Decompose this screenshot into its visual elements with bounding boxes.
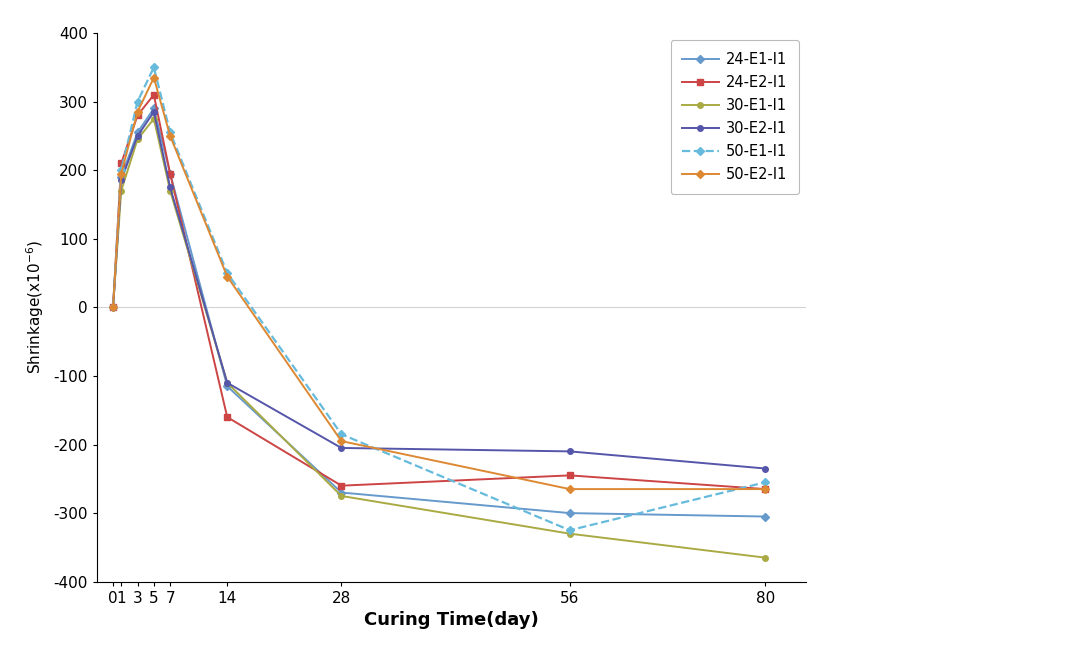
50-E1-I1: [115, 167, 128, 175]
24-E1-I1: [106, 303, 119, 311]
50-E1-I1: [220, 269, 233, 277]
24-E1-I1: [220, 382, 233, 390]
Legend: 24-E1-I1, 24-E2-I1, 30-E1-I1, 30-E2-I1, 50-E1-I1, 50-E2-I1: 24-E1-I1, 24-E2-I1, 30-E1-I1, 30-E2-I1, …: [671, 40, 799, 194]
24-E2-I1: [563, 471, 576, 479]
30-E1-I1: [115, 187, 128, 195]
50-E2-I1: [147, 73, 160, 81]
50-E2-I1: [335, 437, 348, 445]
Line: 30-E2-I1: 30-E2-I1: [111, 109, 769, 471]
24-E1-I1: [147, 104, 160, 112]
50-E2-I1: [131, 108, 144, 116]
Line: 24-E2-I1: 24-E2-I1: [111, 92, 769, 492]
50-E1-I1: [759, 479, 772, 486]
50-E1-I1: [335, 430, 348, 438]
Line: 30-E1-I1: 30-E1-I1: [111, 116, 769, 561]
30-E1-I1: [147, 115, 160, 123]
24-E2-I1: [131, 112, 144, 120]
30-E1-I1: [563, 529, 576, 537]
30-E2-I1: [220, 379, 233, 387]
50-E2-I1: [220, 272, 233, 280]
24-E2-I1: [106, 303, 119, 311]
30-E2-I1: [106, 303, 119, 311]
24-E1-I1: [335, 488, 348, 496]
30-E1-I1: [335, 492, 348, 500]
30-E1-I1: [106, 303, 119, 311]
Line: 50-E2-I1: 50-E2-I1: [111, 75, 769, 492]
X-axis label: Curing Time(day): Curing Time(day): [364, 611, 539, 629]
30-E2-I1: [335, 444, 348, 452]
50-E1-I1: [563, 526, 576, 534]
30-E1-I1: [131, 136, 144, 143]
24-E1-I1: [563, 509, 576, 517]
50-E2-I1: [163, 132, 176, 140]
30-E2-I1: [115, 176, 128, 184]
30-E1-I1: [163, 187, 176, 195]
24-E1-I1: [759, 512, 772, 520]
50-E1-I1: [147, 63, 160, 71]
24-E1-I1: [115, 173, 128, 181]
30-E2-I1: [147, 108, 160, 116]
50-E1-I1: [163, 128, 176, 136]
50-E2-I1: [115, 170, 128, 178]
30-E2-I1: [759, 465, 772, 473]
24-E2-I1: [163, 170, 176, 178]
24-E2-I1: [220, 413, 233, 421]
24-E2-I1: [335, 482, 348, 490]
30-E2-I1: [131, 132, 144, 140]
30-E1-I1: [220, 379, 233, 387]
24-E2-I1: [147, 91, 160, 98]
24-E2-I1: [115, 159, 128, 167]
50-E1-I1: [131, 98, 144, 106]
50-E2-I1: [106, 303, 119, 311]
30-E1-I1: [759, 554, 772, 562]
50-E2-I1: [563, 485, 576, 493]
50-E2-I1: [759, 485, 772, 493]
Line: 50-E1-I1: 50-E1-I1: [111, 65, 769, 533]
30-E2-I1: [163, 183, 176, 191]
24-E2-I1: [759, 485, 772, 493]
24-E1-I1: [163, 170, 176, 178]
24-E1-I1: [131, 128, 144, 136]
Line: 24-E1-I1: 24-E1-I1: [111, 106, 769, 520]
50-E1-I1: [106, 303, 119, 311]
Y-axis label: Shrinkage(x10$^{-6}$): Shrinkage(x10$^{-6}$): [25, 241, 46, 374]
30-E2-I1: [563, 447, 576, 455]
